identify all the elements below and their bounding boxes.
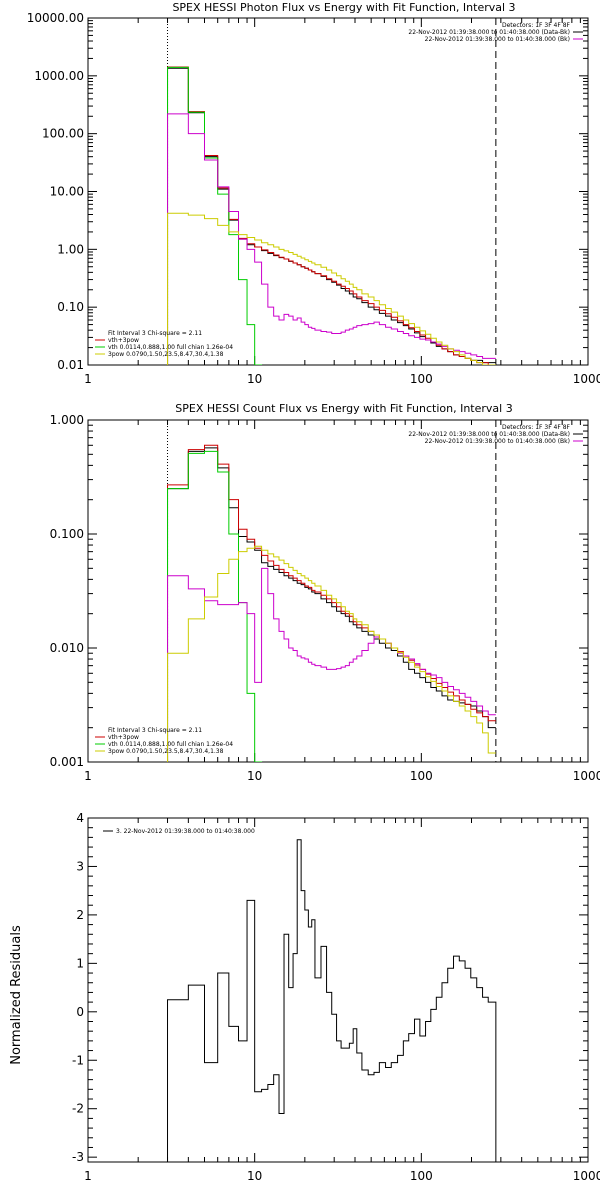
plot-frame xyxy=(87,419,589,763)
y-tick-label: 3 xyxy=(76,859,84,873)
legend-top-left-text: 3. 22-Nov-2012 01:39:38.000 to 01:40:38.… xyxy=(116,828,255,835)
legend-top-right-text: 22-Nov-2012 01:39:38.000 to 01:40:38.000… xyxy=(425,36,570,43)
legend-bottom-left-text: vth 0.0114,0.888,1.00 full chian 1.26e-0… xyxy=(108,344,233,351)
y-tick-label: 1 xyxy=(76,956,84,970)
x-tick-label: 100 xyxy=(410,769,433,783)
x-tick-label: 10 xyxy=(247,769,262,783)
x-tick-label: 1 xyxy=(84,372,92,386)
x-tick-label: 1 xyxy=(84,1169,92,1183)
legend-bottom-left-text: 3pow 0.0790,1.50,23.5,8.47,30.4,1.38 xyxy=(108,351,224,358)
y-tick-label: 0.10 xyxy=(57,300,84,314)
y-tick-label: 1.00 xyxy=(57,242,84,256)
y-tick-label: 10.00 xyxy=(50,185,84,199)
count-flux-panel: SPEX HESSI Count Flux vs Energy with Fit… xyxy=(50,402,600,783)
plot-frame xyxy=(87,817,589,1163)
x-tick-label: 100 xyxy=(410,1169,433,1183)
series-line-4 xyxy=(167,212,496,365)
legend-bottom-left-text: 3pow 0.0790,1.50,23.5,8.47,30.4,1.38 xyxy=(108,748,224,755)
y-tick-label: 100.00 xyxy=(42,127,84,141)
y-tick-label: 0.01 xyxy=(57,358,84,372)
series-line-3 xyxy=(167,113,496,365)
legend-top-right-text: 22-Nov-2012 01:39:38.000 to 01:40:38.000… xyxy=(408,29,570,36)
y-tick-label: 4 xyxy=(76,811,84,825)
legend-top-right-text: Detectors: 1F 3F 4F 8F xyxy=(502,424,571,431)
series-line-0 xyxy=(167,839,497,1162)
residuals-panel: Normalized Residuals 1 10 100 100043210-1-2… xyxy=(9,811,600,1183)
count-flux-title: SPEX HESSI Count Flux vs Energy with Fit… xyxy=(175,402,512,415)
y-tick-label: 1.000 xyxy=(50,413,84,427)
photon-flux-panel: SPEX HESSI Photon Flux vs Energy with Fi… xyxy=(27,1,600,386)
y-tick-label: 0 xyxy=(76,1005,84,1019)
y-tick-label: -2 xyxy=(72,1102,84,1116)
legend-bottom-left-text: Fit Interval 3 Chi-square = 2.11 xyxy=(108,727,202,734)
y-tick-label: -3 xyxy=(72,1150,84,1164)
x-tick-label: 100 xyxy=(410,372,433,386)
series-line-2 xyxy=(167,66,263,365)
plot-frame xyxy=(87,17,589,366)
photon-flux-title: SPEX HESSI Photon Flux vs Energy with Fi… xyxy=(172,1,515,14)
y-tick-label: 0.001 xyxy=(50,755,84,769)
series-line-2 xyxy=(167,450,263,762)
series-line-3 xyxy=(167,567,496,762)
x-tick-label: 1000 xyxy=(573,769,600,783)
residuals-y-axis-label: Normalized Residuals xyxy=(9,925,24,1065)
series-line-1 xyxy=(167,66,496,365)
legend-top-right-text: 22-Nov-2012 01:39:38.000 to 01:40:38.000… xyxy=(408,431,570,438)
series-line-4 xyxy=(167,545,496,762)
legend-top-right-text: 22-Nov-2012 01:39:38.000 to 01:40:38.000… xyxy=(425,438,570,445)
series-line-1 xyxy=(167,444,496,762)
y-tick-label: 0.100 xyxy=(50,527,84,541)
series-line-0 xyxy=(167,67,496,365)
x-tick-label: 10 xyxy=(247,372,262,386)
x-tick-label: 1000 xyxy=(573,372,600,386)
y-tick-label: 1000.00 xyxy=(34,69,84,83)
y-tick-label: 10000.00 xyxy=(27,11,84,25)
y-tick-label: 0.010 xyxy=(50,641,84,655)
x-tick-label: 10 xyxy=(247,1169,262,1183)
legend-bottom-left-text: vth+3pow xyxy=(108,337,139,344)
series-line-0 xyxy=(167,447,496,762)
y-tick-label: 2 xyxy=(76,908,84,922)
x-tick-label: 1000 xyxy=(573,1169,600,1183)
x-tick-label: 1 xyxy=(84,769,92,783)
y-tick-label: -1 xyxy=(72,1053,84,1067)
legend-top-right-text: Detectors: 1F 3F 4F 8F xyxy=(502,22,571,29)
legend-bottom-left-text: vth 0.0114,0.888,1.00 full chian 1.26e-0… xyxy=(108,741,233,748)
legend-bottom-left-text: Fit Interval 3 Chi-square = 2.11 xyxy=(108,330,202,337)
legend-bottom-left-text: vth+3pow xyxy=(108,734,139,741)
